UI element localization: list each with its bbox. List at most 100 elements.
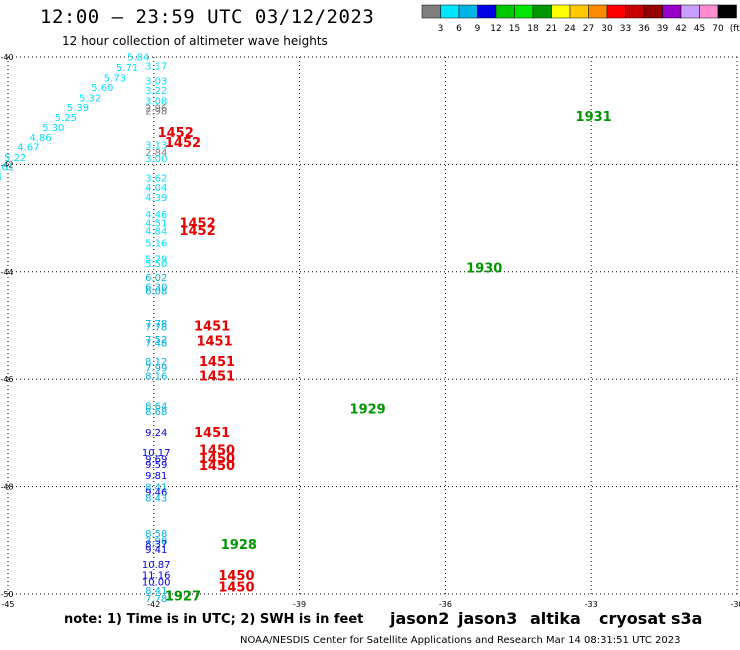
swh-value: 3.00 xyxy=(145,154,167,165)
lon-tick-label: -39 xyxy=(293,600,306,609)
swh-value: 4.74 xyxy=(0,172,2,183)
legend-swatch xyxy=(440,4,460,19)
swh-value: 9.59 xyxy=(145,460,167,471)
legend-swatch xyxy=(699,4,719,19)
legend-swatch xyxy=(551,4,571,19)
swh-value: 8.41 xyxy=(145,586,167,597)
pass-time-label: 1450 xyxy=(199,452,235,467)
pass-time-label: 1450 xyxy=(218,569,254,584)
lat-tick-label: -40 xyxy=(0,53,13,62)
legend-label: 36 xyxy=(638,24,650,34)
swh-value: 8.12 xyxy=(145,357,167,368)
pass-time-label: 1450 xyxy=(199,444,235,459)
swh-value: 7.99 xyxy=(145,363,167,374)
legend-swatch xyxy=(717,4,737,19)
swh-value: 9.41 xyxy=(145,545,167,556)
legend-label: 39 xyxy=(657,24,669,34)
legend-label: 9 xyxy=(475,24,481,34)
legend-swatch xyxy=(514,4,534,19)
legend-swatch xyxy=(625,4,645,19)
swh-value: 7.78 xyxy=(145,319,167,330)
swh-value: 6.08 xyxy=(145,287,167,298)
swh-value: 2.84 xyxy=(145,148,167,159)
legend-label: 27 xyxy=(583,24,594,34)
swh-value: 3.17 xyxy=(145,62,167,73)
pass-time-label: 1931 xyxy=(576,110,612,125)
pass-time-label: 1452 xyxy=(179,216,215,231)
legend-label: 30 xyxy=(601,24,613,34)
legend-swatch xyxy=(495,4,515,19)
legend-label: 70 xyxy=(712,24,724,34)
swh-value: 8.68 xyxy=(145,407,167,418)
swh-value: 4.86 xyxy=(29,133,51,144)
swh-value: 10.00 xyxy=(142,578,171,589)
page-subtitle: 12 hour collection of altimeter wave hei… xyxy=(62,34,328,48)
lon-tick-label: -33 xyxy=(585,600,598,609)
legend-label: 18 xyxy=(527,24,539,34)
swh-value: 8.37 xyxy=(145,540,167,551)
legend-label: 42 xyxy=(675,24,686,34)
pass-time-label: 1450 xyxy=(199,459,235,474)
footer-note: note: 1) Time is in UTC; 2) SWH is in fe… xyxy=(64,612,364,627)
legend-cryosat: cryosat xyxy=(599,609,666,628)
pass-time-label: 1451 xyxy=(196,335,232,350)
legend-label: 21 xyxy=(546,24,557,34)
pass-time-label: 1929 xyxy=(350,403,386,418)
lat-tick-label: -48 xyxy=(0,483,13,492)
swh-value: 5.25 xyxy=(55,113,77,124)
swh-value: 8.43 xyxy=(145,493,167,504)
pass-time-label: 1452 xyxy=(165,136,201,151)
swh-value: 5.30 xyxy=(42,123,64,134)
legend-label: 24 xyxy=(564,24,576,34)
legend-swatch xyxy=(643,4,663,19)
pass-time-label: 1928 xyxy=(221,538,257,553)
swh-value: 4.84 xyxy=(145,226,167,237)
swh-value: 3.62 xyxy=(145,173,167,184)
swh-value: 11.16 xyxy=(142,571,171,582)
swh-value: 9.69 xyxy=(145,455,167,466)
pass-time-label: 1927 xyxy=(165,590,201,605)
swh-value: 4.04 xyxy=(145,183,167,194)
swh-value: 4.67 xyxy=(17,143,39,154)
pass-time-label: 1451 xyxy=(194,426,230,441)
swh-value: 8.16 xyxy=(145,371,167,382)
swh-value: 10.17 xyxy=(142,448,171,459)
swh-value: 5.50 xyxy=(145,259,167,270)
legend-label: 45 xyxy=(694,24,705,34)
swh-value: 6.30 xyxy=(145,282,167,293)
swh-value: 8.41 xyxy=(145,483,167,494)
swh-value: 5.71 xyxy=(116,63,138,74)
legend-label: 15 xyxy=(509,24,520,34)
swh-value: 4.51 xyxy=(145,218,167,229)
swh-value: 2.96 xyxy=(145,103,167,114)
legend-altika: altika xyxy=(530,609,581,628)
swh-value: 4.46 xyxy=(145,210,167,221)
pass-time-labels: 1452145214521452145114511451145114511450… xyxy=(158,110,612,605)
pass-time-label: 1451 xyxy=(194,320,230,335)
swh-value: 9.24 xyxy=(145,428,167,439)
swh-value: 3.13 xyxy=(145,141,167,152)
legend-jason3: jason3 xyxy=(458,609,518,628)
legend-swatch xyxy=(606,4,626,19)
swh-value: 7.78 xyxy=(145,594,167,605)
legend-label: 33 xyxy=(620,24,631,34)
lon-tick-label: -36 xyxy=(439,600,452,609)
pass-time-label: 1452 xyxy=(158,126,194,141)
legend-swatch xyxy=(569,4,589,19)
swh-value: 3.03 xyxy=(145,77,167,88)
swh-value: 10.87 xyxy=(142,560,171,571)
legend-swatch xyxy=(662,4,682,19)
legend-label: 12 xyxy=(490,24,501,34)
legend-label: 3 xyxy=(438,24,444,34)
swh-value: 7.52 xyxy=(145,335,167,346)
pass-time-label: 1452 xyxy=(179,224,215,239)
lon-tick-label: -45 xyxy=(1,600,14,609)
swh-value: 9.81 xyxy=(145,471,167,482)
swh-observations: 3.17 3.033.223.082.962.98 3.132.843.00 3.62… xyxy=(0,52,171,604)
swh-value: 2.98 xyxy=(145,107,167,118)
pass-time-label: 1450 xyxy=(218,580,254,595)
swh-value: 8.64 xyxy=(145,402,167,413)
pass-time-label: 1451 xyxy=(199,355,235,370)
swh-value: 5.39 xyxy=(67,103,89,114)
swh-value: 7.48 xyxy=(145,339,167,350)
